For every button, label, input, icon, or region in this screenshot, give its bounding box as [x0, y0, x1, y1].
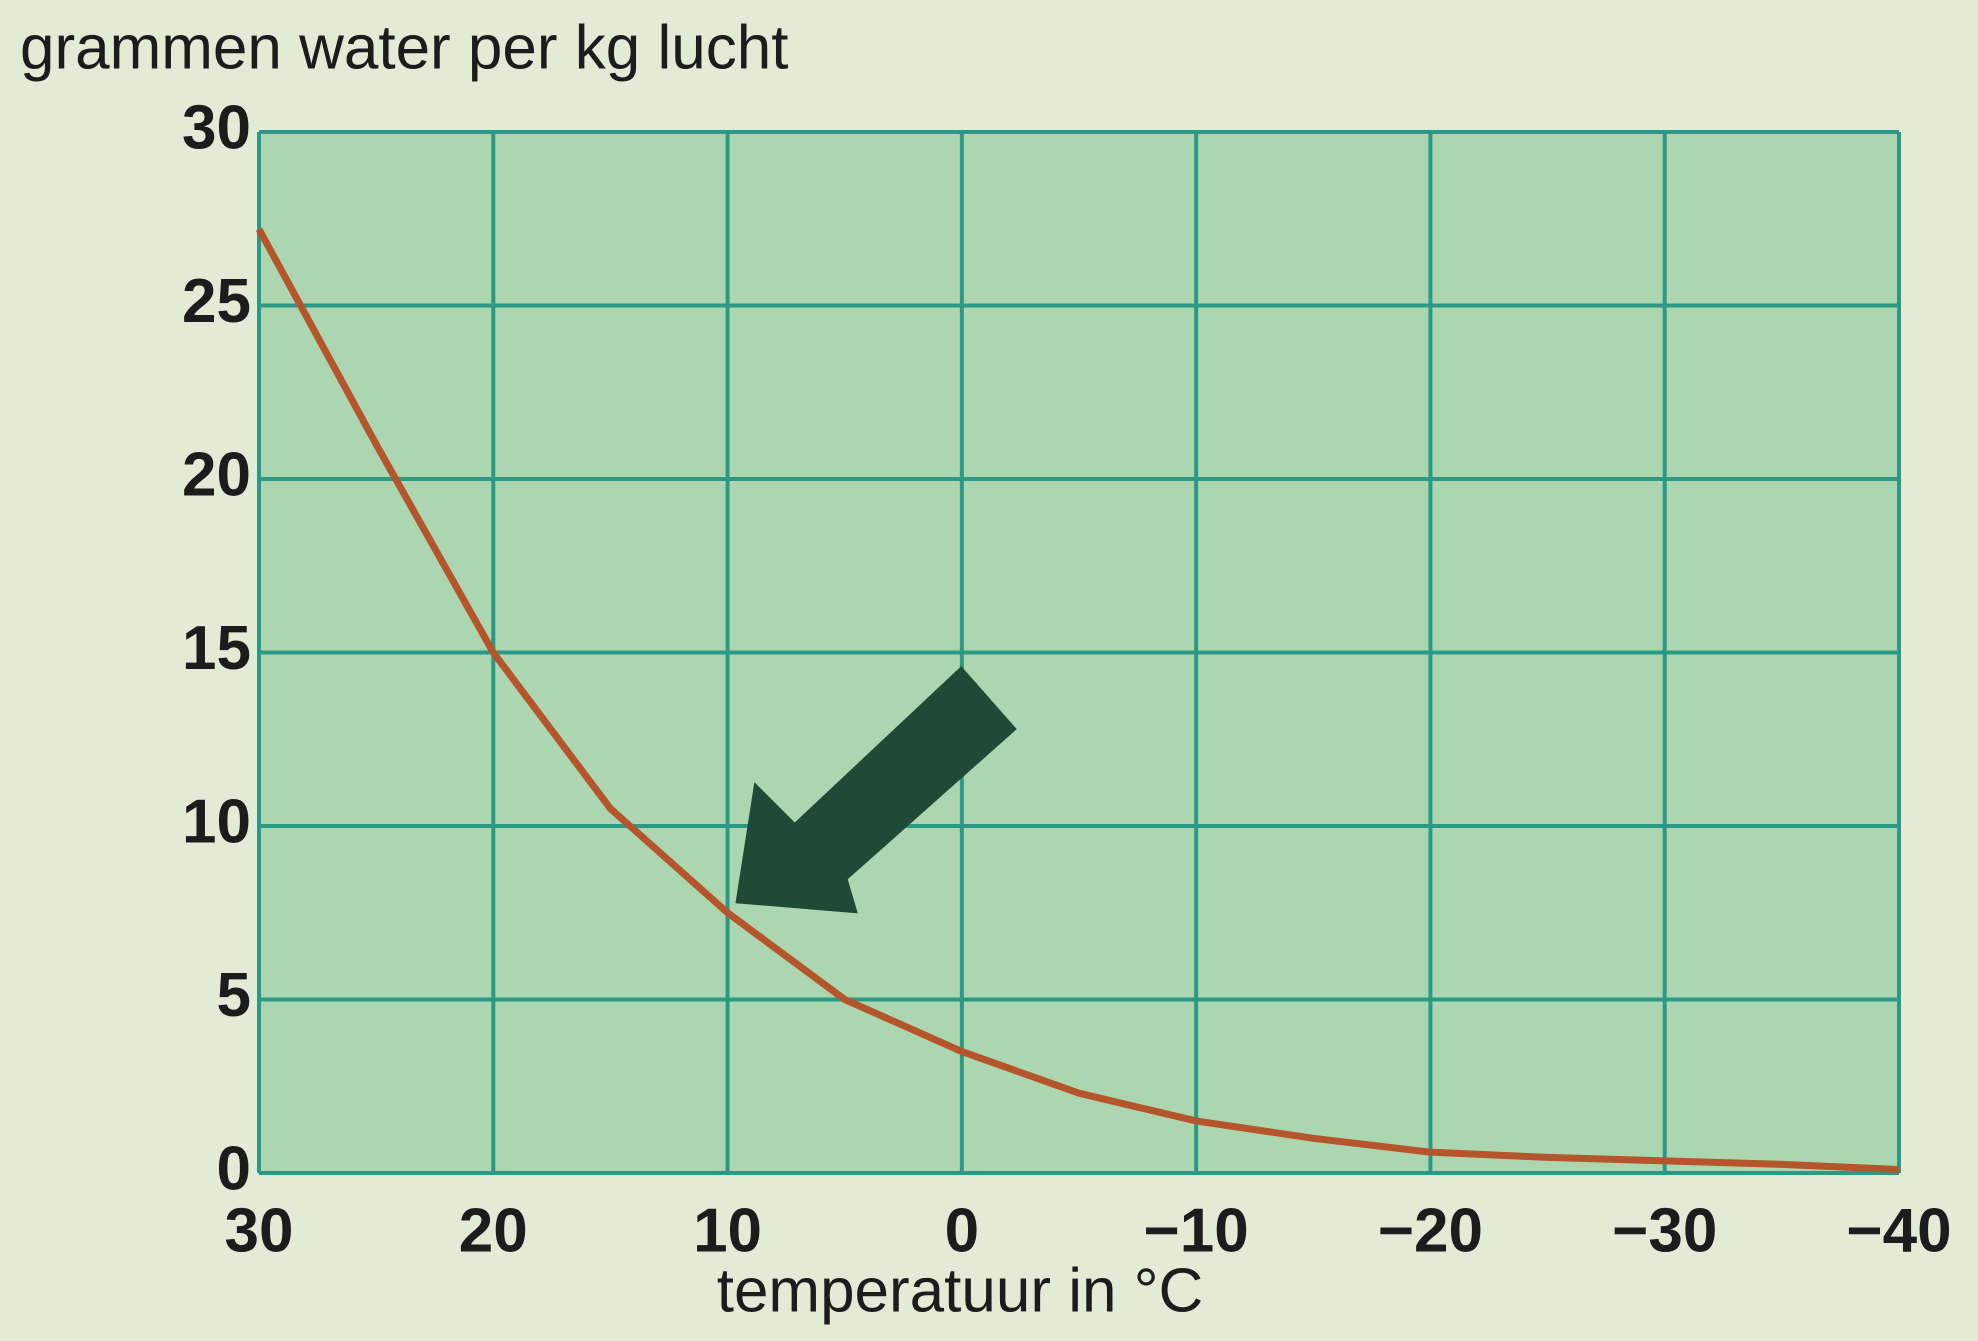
- x-tick-label: 0: [945, 1196, 979, 1265]
- lines: [255, 227, 1900, 1174]
- data-line: [255, 227, 1900, 1174]
- grid: [257, 130, 1901, 1175]
- y-tick-label: 5: [217, 961, 251, 1030]
- x-tick-label: −40: [1846, 1196, 1951, 1265]
- y-tick-label: 15: [182, 614, 251, 683]
- x-tick-label: −20: [1378, 1196, 1483, 1265]
- y-tick-label: 30: [182, 93, 251, 162]
- x-tick-label: 30: [225, 1196, 294, 1265]
- x-axis-label: temperatuur in °C: [717, 1256, 1204, 1325]
- chart-title: grammen water per kg lucht: [20, 13, 788, 82]
- arrow: [735, 666, 1017, 914]
- y-tick-label: 0: [217, 1134, 251, 1203]
- x-tick-label: 20: [459, 1196, 528, 1265]
- x-tick-label: −10: [1144, 1196, 1249, 1265]
- x-tick-label: −30: [1612, 1196, 1717, 1265]
- x-tick-label: 10: [693, 1196, 762, 1265]
- y-tick-label: 25: [182, 267, 251, 336]
- y-tick-label: 10: [182, 787, 251, 856]
- y-tick-label: 20: [182, 440, 251, 509]
